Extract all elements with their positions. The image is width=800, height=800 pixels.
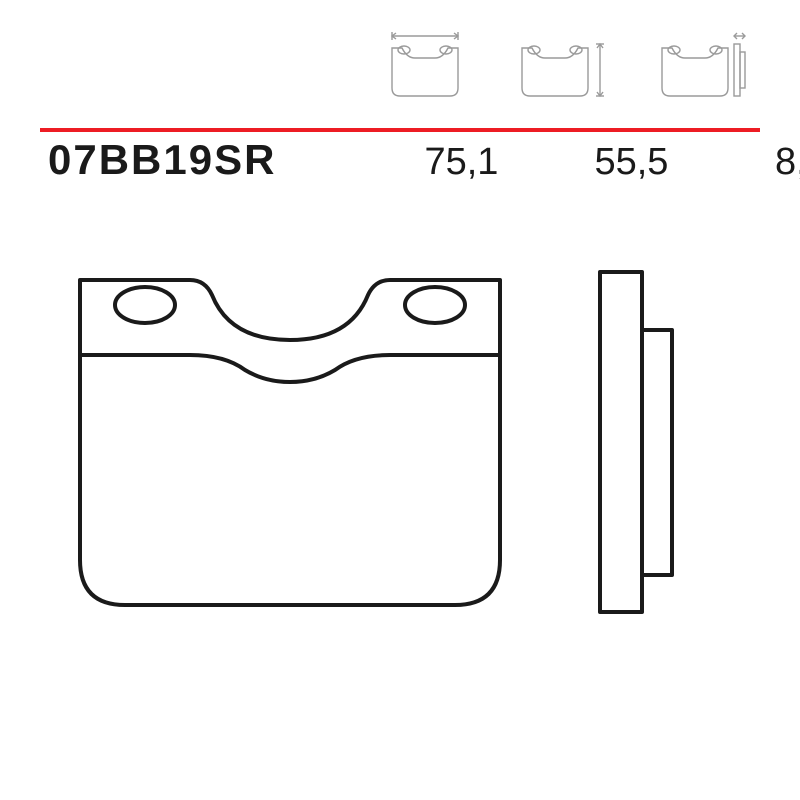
brake-pad-side-view <box>590 260 700 625</box>
part-number: 07BB19SR <box>48 136 276 184</box>
dim-width: 75,1 <box>416 141 506 184</box>
spec-row: 07BB19SR 75,1 55,5 8,7 <box>48 136 752 184</box>
dim-height: 55,5 <box>586 141 676 184</box>
brake-pad-front-view <box>60 260 520 625</box>
technical-drawings <box>60 260 740 740</box>
brake-pad-width-icon <box>380 28 470 108</box>
thickness-icon <box>650 28 760 108</box>
brake-pad-height-icon <box>510 28 610 108</box>
dimension-icons-row <box>380 28 760 108</box>
height-icon <box>510 28 610 108</box>
dimensions-values: 75,1 55,5 8,7 <box>416 141 800 184</box>
dim-thickness: 8,7 <box>756 141 800 184</box>
width-icon <box>380 28 470 108</box>
brake-pad-thickness-icon <box>650 28 760 108</box>
spec-sheet: 07BB19SR 75,1 55,5 8,7 <box>0 0 800 800</box>
